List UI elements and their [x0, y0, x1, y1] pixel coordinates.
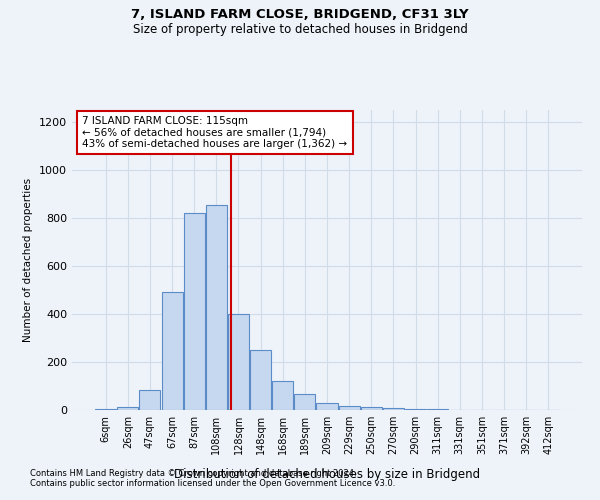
Bar	[250, 350, 271, 410]
Bar	[272, 381, 293, 410]
Bar	[295, 394, 316, 410]
X-axis label: Distribution of detached houses by size in Bridgend: Distribution of detached houses by size …	[174, 468, 480, 481]
Bar	[405, 409, 426, 410]
Bar	[361, 407, 382, 410]
Text: 7 ISLAND FARM CLOSE: 115sqm
← 56% of detached houses are smaller (1,794)
43% of : 7 ISLAND FARM CLOSE: 115sqm ← 56% of det…	[82, 116, 347, 149]
Bar	[228, 314, 249, 410]
Bar	[161, 292, 182, 410]
Y-axis label: Number of detached properties: Number of detached properties	[23, 178, 34, 342]
Bar	[184, 213, 205, 410]
Text: Contains HM Land Registry data © Crown copyright and database right 2024.: Contains HM Land Registry data © Crown c…	[30, 468, 356, 477]
Text: Size of property relative to detached houses in Bridgend: Size of property relative to detached ho…	[133, 22, 467, 36]
Bar	[316, 403, 338, 410]
Bar	[206, 205, 227, 410]
Bar	[118, 407, 139, 410]
Bar	[95, 409, 116, 410]
Bar	[338, 406, 359, 410]
Text: 7, ISLAND FARM CLOSE, BRIDGEND, CF31 3LY: 7, ISLAND FARM CLOSE, BRIDGEND, CF31 3LY	[131, 8, 469, 20]
Bar	[139, 390, 160, 410]
Text: Contains public sector information licensed under the Open Government Licence v3: Contains public sector information licen…	[30, 478, 395, 488]
Bar	[383, 408, 404, 410]
